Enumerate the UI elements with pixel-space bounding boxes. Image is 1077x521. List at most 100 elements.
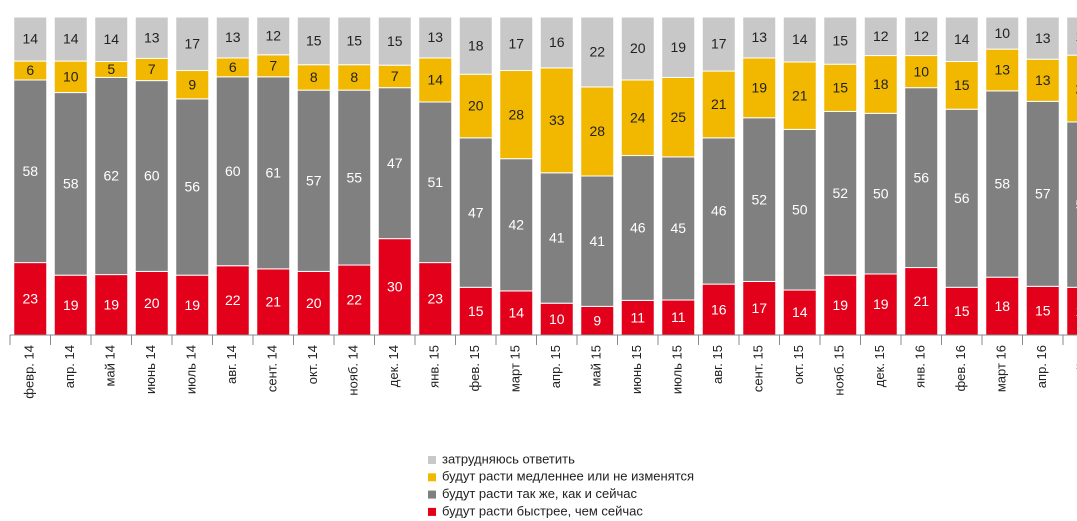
bar-segment [782,16,817,63]
data-label: 10 [913,63,929,79]
data-label: 8 [350,69,358,85]
bar-segment [944,286,979,336]
data-label: 11 [671,309,686,325]
bar-segment [620,299,655,336]
bar-segment [418,262,453,336]
bar-segment [53,16,88,62]
bar-segment [580,175,615,307]
bar-segment [296,64,331,91]
x-tick-label: май 14 [103,345,118,387]
data-label: 13 [1035,30,1051,46]
bar-segment [377,87,412,240]
data-label: 15 [1075,303,1077,319]
bar-segment [175,98,210,276]
x-tick-label: окт. 14 [305,345,320,384]
legend-label: затрудняюсь ответить [442,451,575,466]
data-label: 19 [103,296,119,312]
bar-segment [985,48,1020,92]
x-tick-label: сент. 15 [751,345,766,392]
x-tick-label: июль 14 [184,345,199,394]
data-label: 14 [954,31,970,47]
data-label: 60 [225,163,241,179]
data-label: 47 [468,204,484,220]
bar-segment [701,16,736,72]
data-label: 20 [630,40,646,56]
data-label: 25 [670,109,686,125]
data-label: 13 [144,29,160,45]
data-label: 30 [387,279,403,295]
x-tick-label: авг. 14 [224,345,239,384]
bar-segment [215,16,250,59]
data-label: 19 [751,80,767,96]
bar-segment [94,274,129,336]
bar-segment [53,274,88,336]
bar-segment [742,16,777,59]
data-label: 22 [346,292,362,308]
x-tick-label: июнь 14 [143,345,158,394]
data-label: 56 [954,190,970,206]
data-label: 61 [265,165,281,181]
data-label: 17 [184,35,200,51]
data-label: 23 [427,290,443,306]
bar-segment [134,16,169,59]
x-tick-label: май 16 [1075,345,1077,387]
bar-segment [742,280,777,336]
data-label: 10 [63,69,79,85]
data-label: 20 [144,295,160,311]
data-label: 18 [994,298,1010,314]
legend-label: будут расти так же, как и сейчас [442,486,638,501]
bar-segment [499,158,534,292]
x-tick-label: апр. 14 [62,345,77,388]
bar-segment [863,112,898,275]
data-label: 45 [670,220,686,236]
data-label: 58 [994,176,1010,192]
data-label: 17 [508,35,524,51]
data-label: 47 [387,155,403,171]
bar-segment [823,63,858,112]
bar-segment [580,305,615,336]
x-tick-label: нояб. 14 [346,345,361,396]
x-tick-label: фев. 15 [467,345,482,392]
x-tick-label: апр. 15 [548,345,563,388]
data-label: 6 [229,59,237,75]
bar-segment [256,16,291,56]
bar-segment [418,101,453,264]
x-tick-label: июль 15 [670,345,685,394]
bar-segment [661,156,696,301]
bar-segment [458,137,493,288]
bar-segment [94,16,129,63]
bar-segment [1025,16,1060,60]
bar-segment [701,70,736,139]
x-tick-label: фев. 16 [953,345,968,392]
legend-swatch [428,490,436,499]
data-label: 52 [1075,196,1077,212]
data-label: 33 [549,112,565,128]
data-label: 15 [1035,302,1051,318]
x-tick-label: окт. 15 [791,345,806,384]
bar-segment [620,16,655,81]
data-label: 13 [994,62,1010,78]
data-label: 58 [63,176,79,192]
bar-segment [296,270,331,336]
data-label: 41 [549,230,565,246]
data-label: 14 [103,31,119,47]
legend-swatch [428,456,436,464]
data-label: 21 [1075,80,1077,96]
data-label: 58 [22,163,38,179]
bar-segment [418,16,453,59]
data-label: 14 [792,304,808,320]
data-label: 7 [391,68,399,84]
data-label: 21 [913,293,929,309]
bar-segment [458,16,493,75]
data-label: 16 [711,301,727,317]
data-label: 21 [265,294,281,310]
bar-segment [1066,286,1077,336]
bar-segment [580,86,615,177]
data-label: 28 [589,123,605,139]
data-label: 56 [184,179,200,195]
bar-segment [296,16,331,66]
bar-segment [175,16,210,72]
bar-segment [499,16,534,72]
x-tick-label: апр. 16 [1034,345,1049,388]
